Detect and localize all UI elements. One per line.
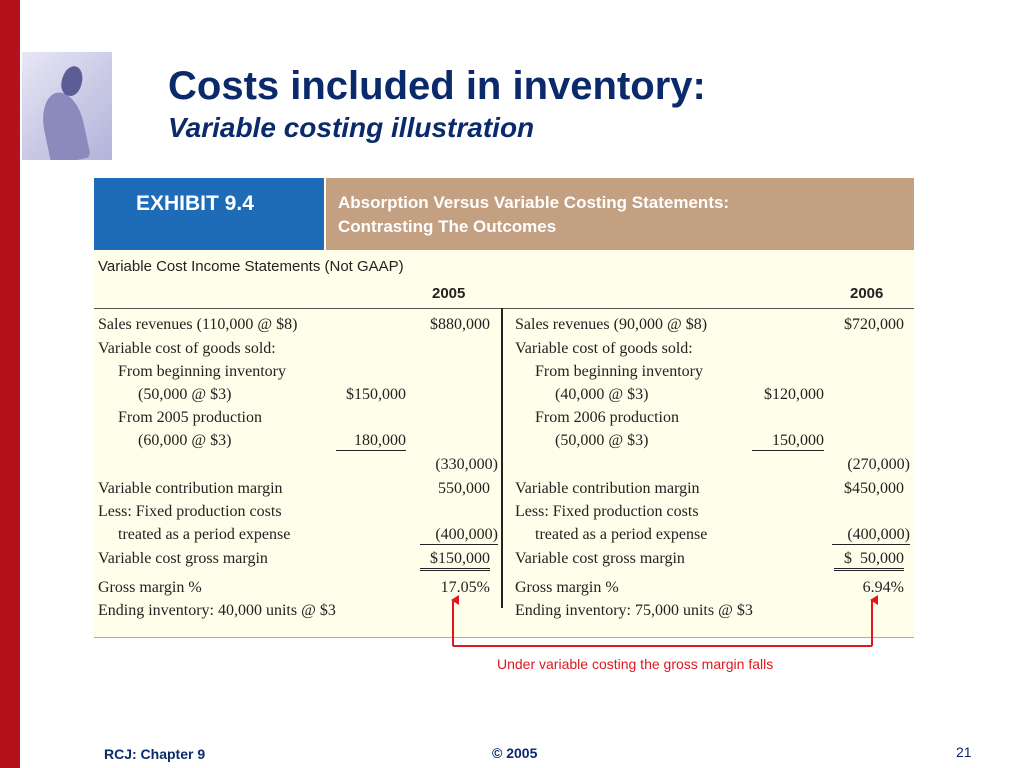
left-begin-inv-value: $150,000 [346, 386, 406, 403]
left-begin-inv-label: From beginning inventory [118, 363, 286, 380]
right-sales-label: Sales revenues (90,000 @ $8) [515, 316, 708, 333]
exhibit-panel: EXHIBIT 9.4 Absorption Versus Variable C… [94, 178, 914, 638]
annotation-text: Under variable costing the gross margin … [497, 656, 774, 672]
left-ending-inv-label: Ending inventory: 40,000 units @ $3 [98, 602, 336, 619]
exhibit-label: EXHIBIT 9.4 [136, 192, 254, 215]
exhibit-caption-box: Absorption Versus Variable Costing State… [326, 178, 914, 250]
slide-subtitle: Variable costing illustration [168, 112, 535, 143]
left-production-label: From 2005 production [118, 409, 262, 426]
right-begin-inv-detail: (40,000 @ $3) [555, 386, 649, 403]
left-begin-inv-detail: (50,000 @ $3) [138, 386, 232, 403]
left-fixed-label1: Less: Fixed production costs [98, 503, 282, 520]
exhibit-label-box: EXHIBIT 9.4 [94, 178, 324, 250]
left-vcogs-label: Variable cost of goods sold: [98, 340, 276, 357]
right-contribution-label: Variable contribution margin [515, 480, 700, 497]
right-gm-pct-value: 6.94% [862, 579, 904, 596]
left-contribution-label: Variable contribution margin [98, 480, 283, 497]
exhibit-bottom-rule [94, 637, 914, 638]
exhibit-header: EXHIBIT 9.4 Absorption Versus Variable C… [94, 178, 914, 250]
right-gross-label: Variable cost gross margin [515, 550, 685, 567]
right-gross-value: $ 50,000 [834, 550, 904, 571]
footer-center: © 2005 [492, 745, 538, 761]
right-fixed-value: (400,000) [832, 526, 910, 545]
left-contribution-value: 550,000 [438, 480, 490, 497]
left-fixed-value: (400,000) [420, 526, 498, 545]
right-begin-inv-value: $120,000 [764, 386, 824, 403]
right-sales-value: $720,000 [844, 316, 904, 333]
slide-title: Costs included in inventory: [168, 64, 706, 108]
exhibit-caption-line1: Absorption Versus Variable Costing State… [338, 193, 730, 212]
right-contribution-value: $450,000 [844, 480, 904, 497]
left-gm-pct-label: Gross margin % [98, 579, 202, 596]
column-divider [501, 308, 503, 608]
left-vcogs-total: (330,000) [435, 456, 498, 473]
logo-image [22, 52, 112, 160]
year-2006-header: 2006 [850, 285, 884, 302]
left-accent-bar [0, 0, 20, 768]
left-gross-value: $150,000 [420, 550, 490, 571]
left-gm-pct-value: 17.05% [440, 579, 490, 596]
right-fixed-label1: Less: Fixed production costs [515, 503, 699, 520]
right-ending-inv-label: Ending inventory: 75,000 units @ $3 [515, 602, 753, 619]
left-sales-label: Sales revenues (110,000 @ $8) [98, 316, 298, 333]
left-production-value: 180,000 [336, 432, 406, 451]
right-production-detail: (50,000 @ $3) [555, 432, 649, 449]
year-2005-header: 2005 [432, 285, 466, 302]
right-fixed-label2: treated as a period expense [535, 526, 708, 543]
page-number: 21 [956, 744, 972, 760]
footer-left: RCJ: Chapter 9 [104, 746, 206, 762]
left-gross-label: Variable cost gross margin [98, 550, 268, 567]
left-production-detail: (60,000 @ $3) [138, 432, 232, 449]
right-production-value: 150,000 [752, 432, 824, 451]
right-production-label: From 2006 production [535, 409, 679, 426]
right-begin-inv-label: From beginning inventory [535, 363, 703, 380]
right-vcogs-total: (270,000) [847, 456, 910, 473]
left-sales-value: $880,000 [430, 316, 490, 333]
header-rule [94, 308, 914, 309]
statement-title: Variable Cost Income Statements (Not GAA… [98, 258, 404, 275]
left-fixed-label2: treated as a period expense [118, 526, 291, 543]
logo-figure-body [37, 88, 91, 160]
right-gm-pct-label: Gross margin % [515, 579, 619, 596]
exhibit-caption-line2: Contrasting The Outcomes [338, 217, 557, 236]
right-vcogs-label: Variable cost of goods sold: [515, 340, 693, 357]
